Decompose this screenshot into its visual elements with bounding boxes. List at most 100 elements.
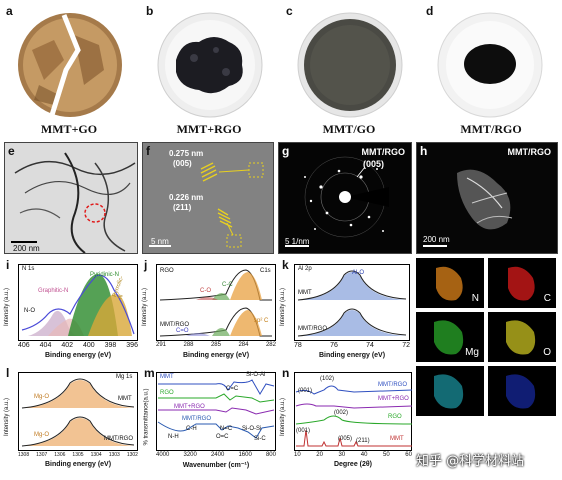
xps-n1s-plot xyxy=(18,264,138,341)
panel-k-bottom: MMT/RGO xyxy=(298,326,327,332)
panel-c-letter: c xyxy=(286,4,293,18)
panel-c: c MMT/GO xyxy=(284,4,414,136)
panel-n-xticks: 10 20 30 40 50 60 xyxy=(294,452,412,458)
panel-n-xtick: 20 xyxy=(316,452,323,458)
panel-k-tag: Al 2p xyxy=(298,266,312,272)
panel-k-peak: Al-O xyxy=(352,270,364,276)
panel-k-xticks: 78 76 74 72 xyxy=(294,342,410,349)
panel-j-xtick: 291 xyxy=(156,342,167,348)
panel-j-peak-3: sp² C xyxy=(254,318,269,324)
panel-k-xtick: 74 xyxy=(366,342,374,349)
panel-i-xtick: 400 xyxy=(82,342,95,349)
panel-n: n Intensity (a.u.) MMT/RGO MMT+RGO RGO M… xyxy=(280,366,412,476)
panel-j-xtick: 285 xyxy=(210,342,221,348)
panel-l-xtick: 1308 xyxy=(18,452,30,458)
panel-i-letter: i xyxy=(6,258,10,272)
ftir-plot xyxy=(156,372,276,451)
panel-k-xtick: 72 xyxy=(402,342,410,349)
panel-m-xlabel: Wavenumber (cm⁻¹) xyxy=(182,462,250,469)
panel-m-ann-7: Si-C xyxy=(254,436,266,442)
panel-b-letter: b xyxy=(146,4,154,18)
panel-n-xtick: 50 xyxy=(383,452,390,458)
panel-h: h MMT/RGO 200 nm xyxy=(416,142,558,254)
panel-g-scale: 5 1/nm xyxy=(285,237,310,246)
panel-j-top: RGO xyxy=(160,268,174,274)
eds-label-mg: Mg xyxy=(465,347,479,358)
panel-n-letter: n xyxy=(282,366,290,380)
panel-k-ylabel: Intensity (a.u.) xyxy=(280,287,287,327)
panel-i-xtick: 402 xyxy=(61,342,73,349)
panel-l-xlabel: Binding energy (eV) xyxy=(44,461,112,468)
panel-l-top: MMT xyxy=(118,396,132,402)
panel-l-xtick: 1305 xyxy=(72,452,84,458)
panel-f-scale: 5 nm xyxy=(151,237,169,246)
photo-mmt-rgo-composite xyxy=(437,12,543,118)
panel-h-scale: 200 nm xyxy=(423,235,450,244)
panel-e-letter: e xyxy=(8,144,15,158)
xps-al2p-plot xyxy=(294,264,410,341)
eds-map-c: C xyxy=(488,258,556,308)
xrd-plot xyxy=(294,372,412,451)
panel-f-d2: 0.226 nm xyxy=(169,193,204,202)
panel-m-ann-1: C=C xyxy=(226,386,239,392)
panel-m-ann-2: C-H xyxy=(186,426,197,432)
panel-l-letter: l xyxy=(6,366,10,380)
panel-n-series-3: MMT xyxy=(390,436,404,442)
panel-i: i Intensity (a.u.) N 1s Graphitic-N N-O … xyxy=(4,258,138,366)
panel-i-peak-2: Pyridinic-N xyxy=(90,272,120,278)
haadf-stem-image xyxy=(417,143,557,253)
panel-k-xlabel: Binding energy (eV) xyxy=(318,352,386,359)
panel-m-xtick: 2400 xyxy=(210,452,225,458)
panel-m-series-1: RGO xyxy=(160,390,174,396)
panel-i-xtick: 406 xyxy=(18,342,30,349)
panel-i-xtick: 398 xyxy=(104,342,117,349)
panel-b: b MMT+RGO xyxy=(144,4,274,136)
panel-m-series-3: MMT/RGO xyxy=(182,416,211,422)
panel-a: a MMT+GO xyxy=(4,4,134,136)
panel-m-ylabel: % transmittance(a.u.) xyxy=(143,388,150,446)
panel-l-xtick: 1306 xyxy=(54,452,66,458)
panel-f-letter: f xyxy=(146,144,150,158)
panel-e-scale: 200 nm xyxy=(13,244,40,253)
panel-n-xtick: 10 xyxy=(294,452,301,458)
panel-d-caption: MMT/RGO xyxy=(460,122,522,136)
panel-b-caption: MMT+RGO xyxy=(176,122,242,136)
panel-m-xtick: 4000 xyxy=(156,452,170,458)
panel-k-top: MMT xyxy=(298,290,312,296)
tem-image xyxy=(5,143,137,253)
panel-n-peak-0: (002) xyxy=(334,410,349,416)
panel-m-ann-3: N-H xyxy=(168,434,179,440)
panel-n-peak-4: (005) xyxy=(338,436,353,442)
panel-m: m % transmittance(a.u.) MMT RGO MMT+RGO … xyxy=(142,366,276,476)
panel-j-xtick: 288 xyxy=(183,342,194,348)
panel-h-letter: h xyxy=(420,144,428,158)
xps-c1s-plot xyxy=(156,264,276,341)
panel-d-letter: d xyxy=(426,4,434,18)
panel-j-xlabel: Binding energy (eV) xyxy=(182,352,250,359)
panel-n-peak-1: (001) xyxy=(298,388,313,394)
panel-j-tag: C1s xyxy=(260,268,271,274)
eds-map-n: N xyxy=(416,258,484,308)
panel-n-peak-2: (102) xyxy=(320,376,335,382)
panel-m-series-0: MMT xyxy=(160,374,174,380)
panel-i-xticks: 406 404 402 400 398 396 xyxy=(18,342,138,349)
watermark: 知乎 @科学材料站 xyxy=(416,454,525,469)
panel-i-peak-1: N-O xyxy=(24,308,35,314)
panel-m-xticks: 4000 3200 2400 1600 800 xyxy=(156,452,276,458)
panel-k-letter: k xyxy=(282,258,289,272)
panel-j-peak-1: C-C xyxy=(222,282,233,288)
panel-g-ring: (005) xyxy=(363,159,385,169)
panel-n-xtick: 40 xyxy=(360,452,368,458)
panel-n-xlabel: Degree (2θ) xyxy=(333,461,373,468)
panel-j-xtick: 282 xyxy=(265,342,276,348)
panel-j-xticks: 291 288 285 284 282 xyxy=(156,342,276,348)
panel-i-tag: N 1s xyxy=(22,266,35,272)
panel-g-title: MMT/RGO xyxy=(361,147,406,157)
panel-j-letter: j xyxy=(144,258,148,272)
panel-f-d1: 0.275 nm xyxy=(169,149,204,158)
eds-map-5 xyxy=(416,366,484,416)
panel-f-h1: (005) xyxy=(173,159,192,168)
panel-m-xtick: 800 xyxy=(265,452,276,458)
panel-k: k Intensity (a.u.) Al 2p MMT MMT/RGO Al-… xyxy=(280,258,412,366)
photo-mmt-go-composite xyxy=(297,12,403,118)
